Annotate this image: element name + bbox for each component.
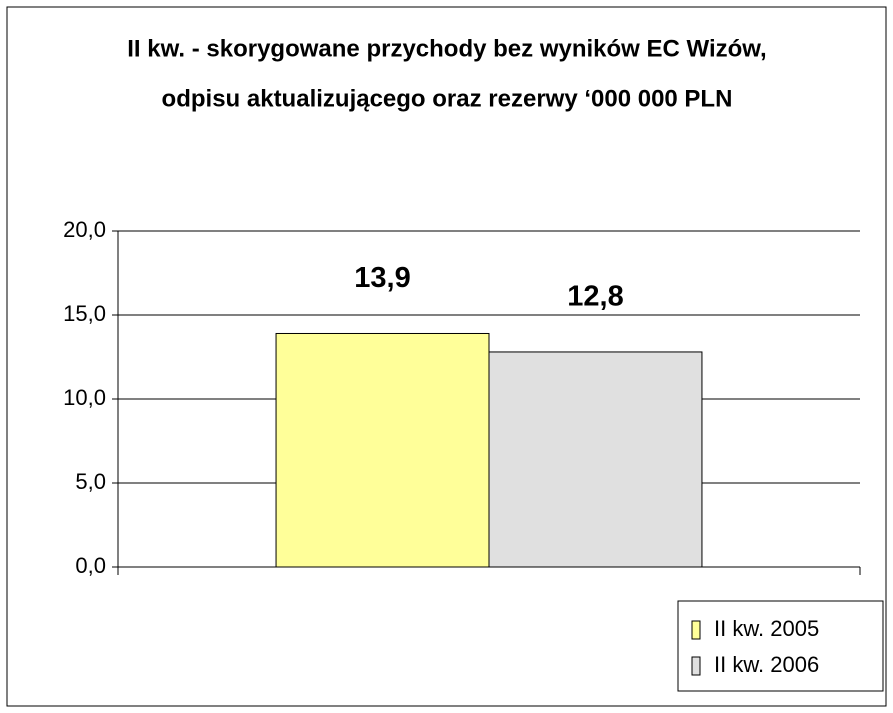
legend-swatch [691, 656, 701, 676]
y-tick-label: 20,0 [63, 217, 106, 242]
chart-title: odpisu aktualizującego oraz rezerwy ‘000… [162, 85, 733, 112]
legend-swatch [691, 620, 701, 640]
value-label: 13,9 [354, 262, 410, 294]
chart-title: II kw. - skorygowane przychody bez wynik… [127, 35, 766, 62]
legend-label: II kw. 2005 [714, 616, 819, 641]
y-tick-label: 5,0 [75, 469, 106, 494]
bar [488, 351, 703, 568]
y-tick-label: 10,0 [63, 385, 106, 410]
bar [275, 332, 490, 568]
y-tick-label: 15,0 [63, 301, 106, 326]
value-label: 12,8 [567, 281, 623, 313]
legend-box [677, 600, 884, 692]
legend-label: II kw. 2006 [714, 652, 819, 677]
y-tick-label: 0,0 [75, 553, 106, 578]
